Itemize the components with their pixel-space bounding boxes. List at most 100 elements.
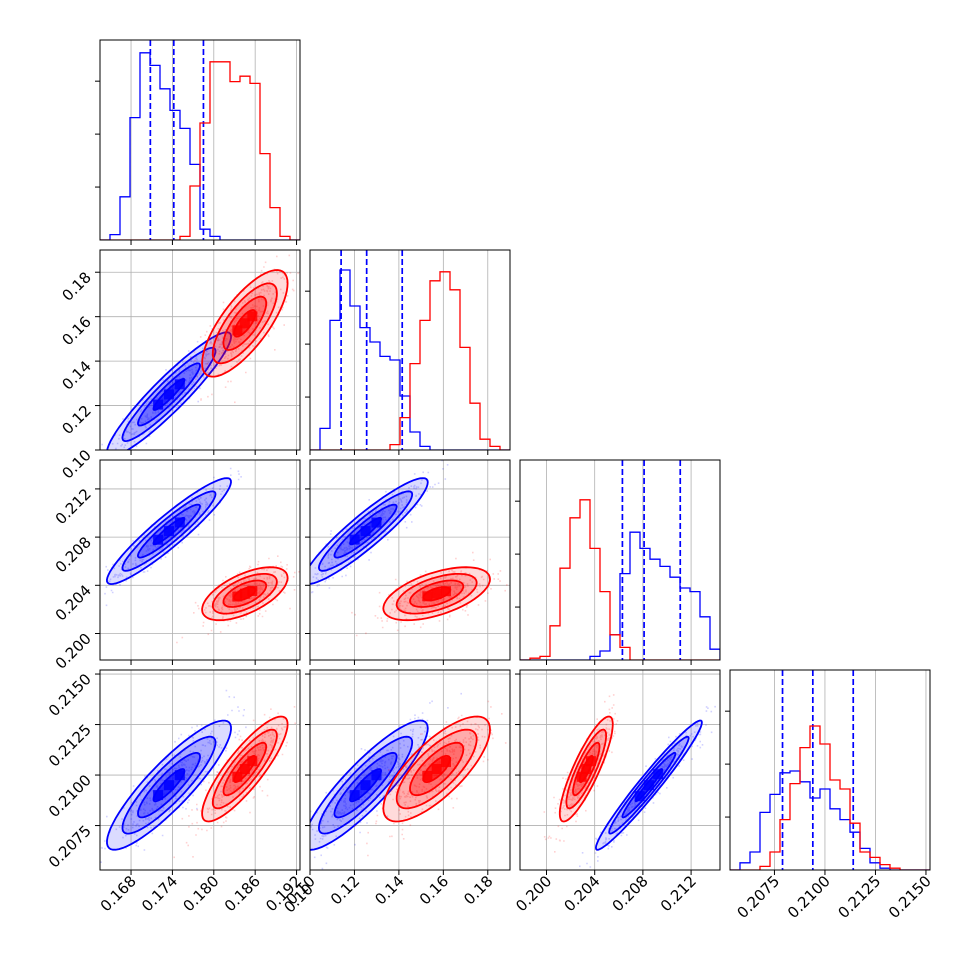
density-series-0 (310, 692, 462, 870)
density-core (441, 757, 451, 768)
density-core (153, 534, 164, 545)
histogram-series-0 (520, 531, 720, 660)
x-tick-label: 0.2125 (834, 872, 884, 922)
density-core (371, 517, 382, 528)
density-core (634, 791, 645, 802)
panel-content (100, 250, 300, 450)
panel-frame (99, 249, 301, 451)
x-tick-label: 0.174 (138, 872, 181, 915)
density-core (349, 790, 360, 801)
histogram-series-0 (730, 770, 930, 870)
panel-pair-3-0 (99, 669, 301, 871)
density-series-1 (176, 555, 300, 644)
x-tick-label: 0.180 (180, 872, 223, 915)
panel-content (100, 670, 300, 870)
panel-content (310, 250, 510, 450)
density-core (153, 399, 164, 410)
panel-diag-0 (99, 39, 301, 241)
x-tick-label: 0.16 (416, 872, 452, 908)
density-series-1 (543, 694, 619, 853)
density-core (174, 517, 185, 528)
density-core (576, 771, 587, 782)
density-core (174, 379, 185, 390)
density-core (422, 591, 433, 602)
density-series-1 (354, 700, 507, 857)
x-tick-label: 0.204 (560, 872, 603, 915)
sample-points (100, 467, 242, 607)
panel-content (310, 460, 510, 660)
x-tick-label: 0.2075 (733, 872, 783, 922)
density-core (431, 588, 442, 599)
panel-frame (519, 459, 721, 661)
density-series-1 (173, 706, 296, 859)
x-tick-label: 0.12 (327, 872, 363, 908)
density-core (360, 526, 371, 537)
x-tick-label: 0.200 (512, 872, 555, 915)
density-core (247, 311, 258, 322)
panel-frame (729, 669, 931, 871)
y-tick-label: 0.12 (58, 402, 94, 438)
panel-diag-3 (729, 669, 931, 871)
sample-points (100, 689, 247, 870)
panel-content (520, 460, 720, 660)
y-tick-label: 0.10 (58, 446, 94, 482)
y-tick-label: 0.2150 (45, 670, 95, 720)
panel-content (100, 40, 300, 240)
density-core (232, 591, 243, 602)
corner-plot-panels (95, 39, 931, 875)
x-tick-label: 0.2150 (885, 872, 935, 922)
panel-diag-1 (309, 249, 511, 451)
y-tick-label: 0.2075 (45, 822, 95, 872)
x-tick-label: 0.18 (460, 872, 496, 908)
panel-content (730, 670, 930, 870)
panel-frame (309, 249, 511, 451)
panel-content (520, 670, 720, 870)
panel-frame (309, 669, 511, 871)
panel-frame (519, 669, 721, 871)
panel-content (100, 460, 300, 660)
density-core (247, 756, 258, 767)
histogram-series-1 (520, 499, 720, 660)
sample-points (354, 700, 507, 857)
panel-pair-3-2 (519, 669, 721, 871)
y-tick-label: 0.2100 (45, 771, 95, 821)
density-series-0 (100, 467, 242, 607)
y-tick-label: 0.200 (52, 630, 95, 673)
panel-frame (309, 459, 511, 661)
density-core (153, 790, 164, 801)
density-series-0 (579, 705, 716, 868)
histogram-series-1 (730, 725, 930, 870)
y-tick-label: 0.16 (58, 313, 94, 349)
y-tick-label: 0.212 (52, 485, 95, 528)
density-core (174, 770, 185, 781)
density-core (232, 771, 243, 782)
density-core (239, 588, 250, 599)
density-core (653, 769, 664, 780)
density-core (581, 763, 592, 774)
density-core (163, 526, 174, 537)
density-core (247, 585, 258, 596)
density-series-1 (190, 254, 299, 404)
x-tick-label: 0.212 (657, 872, 700, 915)
y-tick-label: 0.2125 (45, 721, 95, 771)
panel-frame (99, 669, 301, 871)
density-core (163, 780, 174, 791)
panel-diag-2 (519, 459, 721, 661)
density-core (431, 763, 442, 774)
x-tick-label: 0.208 (609, 872, 652, 915)
density-core (360, 780, 371, 791)
density-core (232, 325, 243, 336)
density-core (239, 763, 250, 774)
y-tick-label: 0.14 (58, 357, 94, 393)
panel-frame (99, 39, 301, 241)
density-core (371, 770, 382, 781)
density-core (163, 389, 174, 400)
panel-pair-2-1 (309, 459, 511, 661)
density-core (585, 756, 596, 767)
panel-content (310, 670, 510, 870)
x-tick-label: 0.14 (371, 872, 407, 908)
x-tick-label: 0.186 (221, 872, 264, 915)
density-core (349, 534, 360, 545)
density-series-0 (100, 689, 247, 870)
